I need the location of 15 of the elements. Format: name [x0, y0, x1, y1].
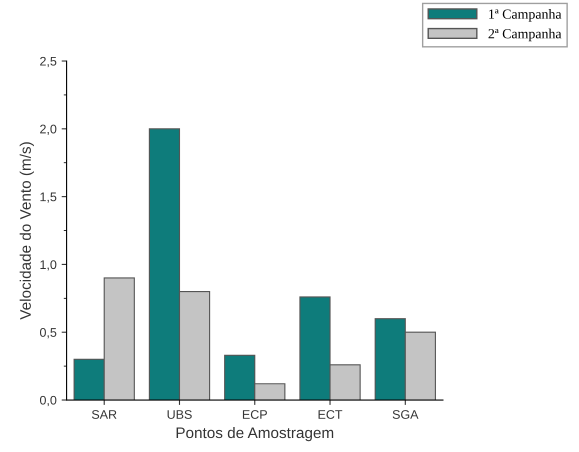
y-tick-label: 2,5 [40, 56, 56, 68]
x-tick-label: ECP [242, 410, 267, 419]
y-tick-label: 2,0 [40, 124, 56, 135]
x-axis-title: Pontos de Amostragem [176, 426, 334, 442]
y-tick-label: 1,5 [40, 192, 56, 203]
y-tick-label: 0,5 [40, 328, 56, 338]
x-tick-label: SGA [392, 410, 418, 419]
legend-label: 2ª Campanha [488, 28, 562, 42]
y-axis-title: Velocidade do Vento (m/s) [20, 142, 34, 320]
y-tick-label: 0,0 [40, 396, 56, 406]
x-tick-label: ECT [318, 410, 342, 419]
x-tick-label: SAR [92, 410, 116, 419]
x-tick-label: UBS [168, 410, 192, 419]
legend-label: 1ª Campanha [489, 9, 562, 22]
y-tick-label: 1,0 [40, 260, 56, 271]
